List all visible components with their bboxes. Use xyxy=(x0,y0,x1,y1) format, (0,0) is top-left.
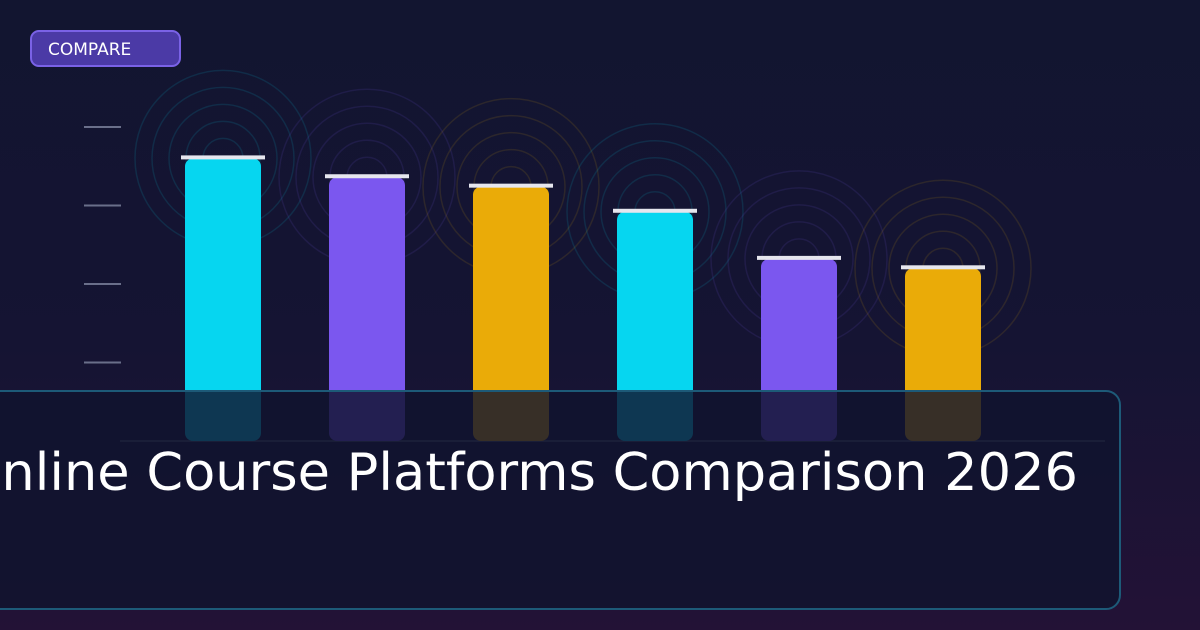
bar xyxy=(185,158,261,441)
bar-cap xyxy=(613,208,697,213)
bar-cap xyxy=(325,174,409,179)
badge-label: COMPARE xyxy=(48,40,131,60)
bar xyxy=(329,177,405,442)
badge xyxy=(30,30,181,67)
bar xyxy=(473,186,549,441)
bar xyxy=(617,211,693,441)
title-panel xyxy=(0,390,1121,610)
bar-cap xyxy=(469,183,553,188)
title: Online Course Platforms Comparison 2026 xyxy=(0,443,1078,503)
bar-cap xyxy=(757,255,841,260)
bar-cap xyxy=(181,155,265,160)
bar-cap xyxy=(901,265,985,270)
